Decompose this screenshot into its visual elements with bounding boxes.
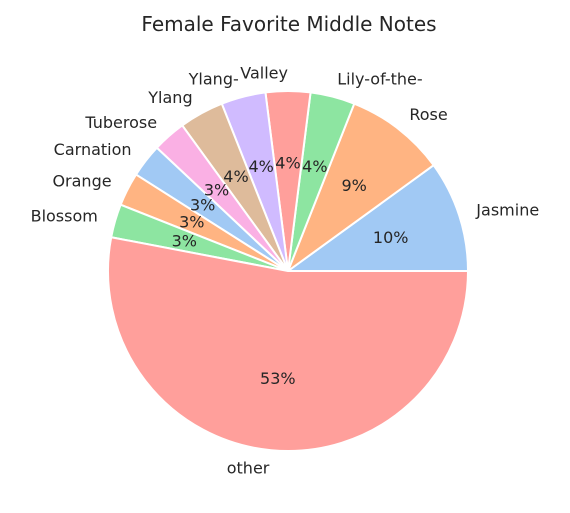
pie-percent-label: 3%: [172, 231, 197, 250]
pie-percent-label: 4%: [223, 167, 248, 186]
pie-percent-label: 4%: [275, 154, 300, 173]
pie-percent-label: 3%: [190, 195, 215, 214]
pie-percent-label: 4%: [302, 157, 327, 176]
pie-percent-label: 10%: [373, 228, 409, 247]
pie-percent-label: 3%: [179, 212, 204, 231]
pie-percent-label: 53%: [260, 369, 296, 388]
pie-category-label: Ylang: [147, 88, 192, 107]
pie-category-label: Valley: [240, 64, 288, 83]
pie-category-label: Carnation: [54, 140, 132, 159]
pie-category-label: Tuberose: [84, 113, 157, 132]
pie-category-label: Rose: [409, 105, 447, 124]
pie-slice-rose: [287, 102, 435, 272]
pie-category-labels: Jasmine Rose Lily-of-the- ValleyYlang-Ylang…: [31, 64, 540, 478]
pie-slice-other: [107, 236, 469, 452]
pie-category-label: Jasmine: [475, 200, 539, 219]
pie-category-label: Orange: [52, 172, 111, 191]
pie-category-label: Blossom: [31, 206, 98, 225]
pie-category-label: other: [227, 459, 270, 478]
pie-percent-labels: 10%9%4%4%4%4%3%3%3%3%53%: [172, 154, 409, 389]
pie-percent-label: 3%: [204, 180, 229, 199]
pie-category-label: Lily-of-the-: [337, 70, 422, 89]
pie-percent-label: 9%: [341, 176, 366, 195]
pie-percent-label: 4%: [248, 157, 273, 176]
pie-category-label: Ylang-: [188, 70, 239, 89]
pie-slices: [107, 90, 469, 452]
pie-slice-jasmine: [287, 164, 469, 272]
chart-title: Female Favorite Middle Notes: [141, 12, 436, 36]
